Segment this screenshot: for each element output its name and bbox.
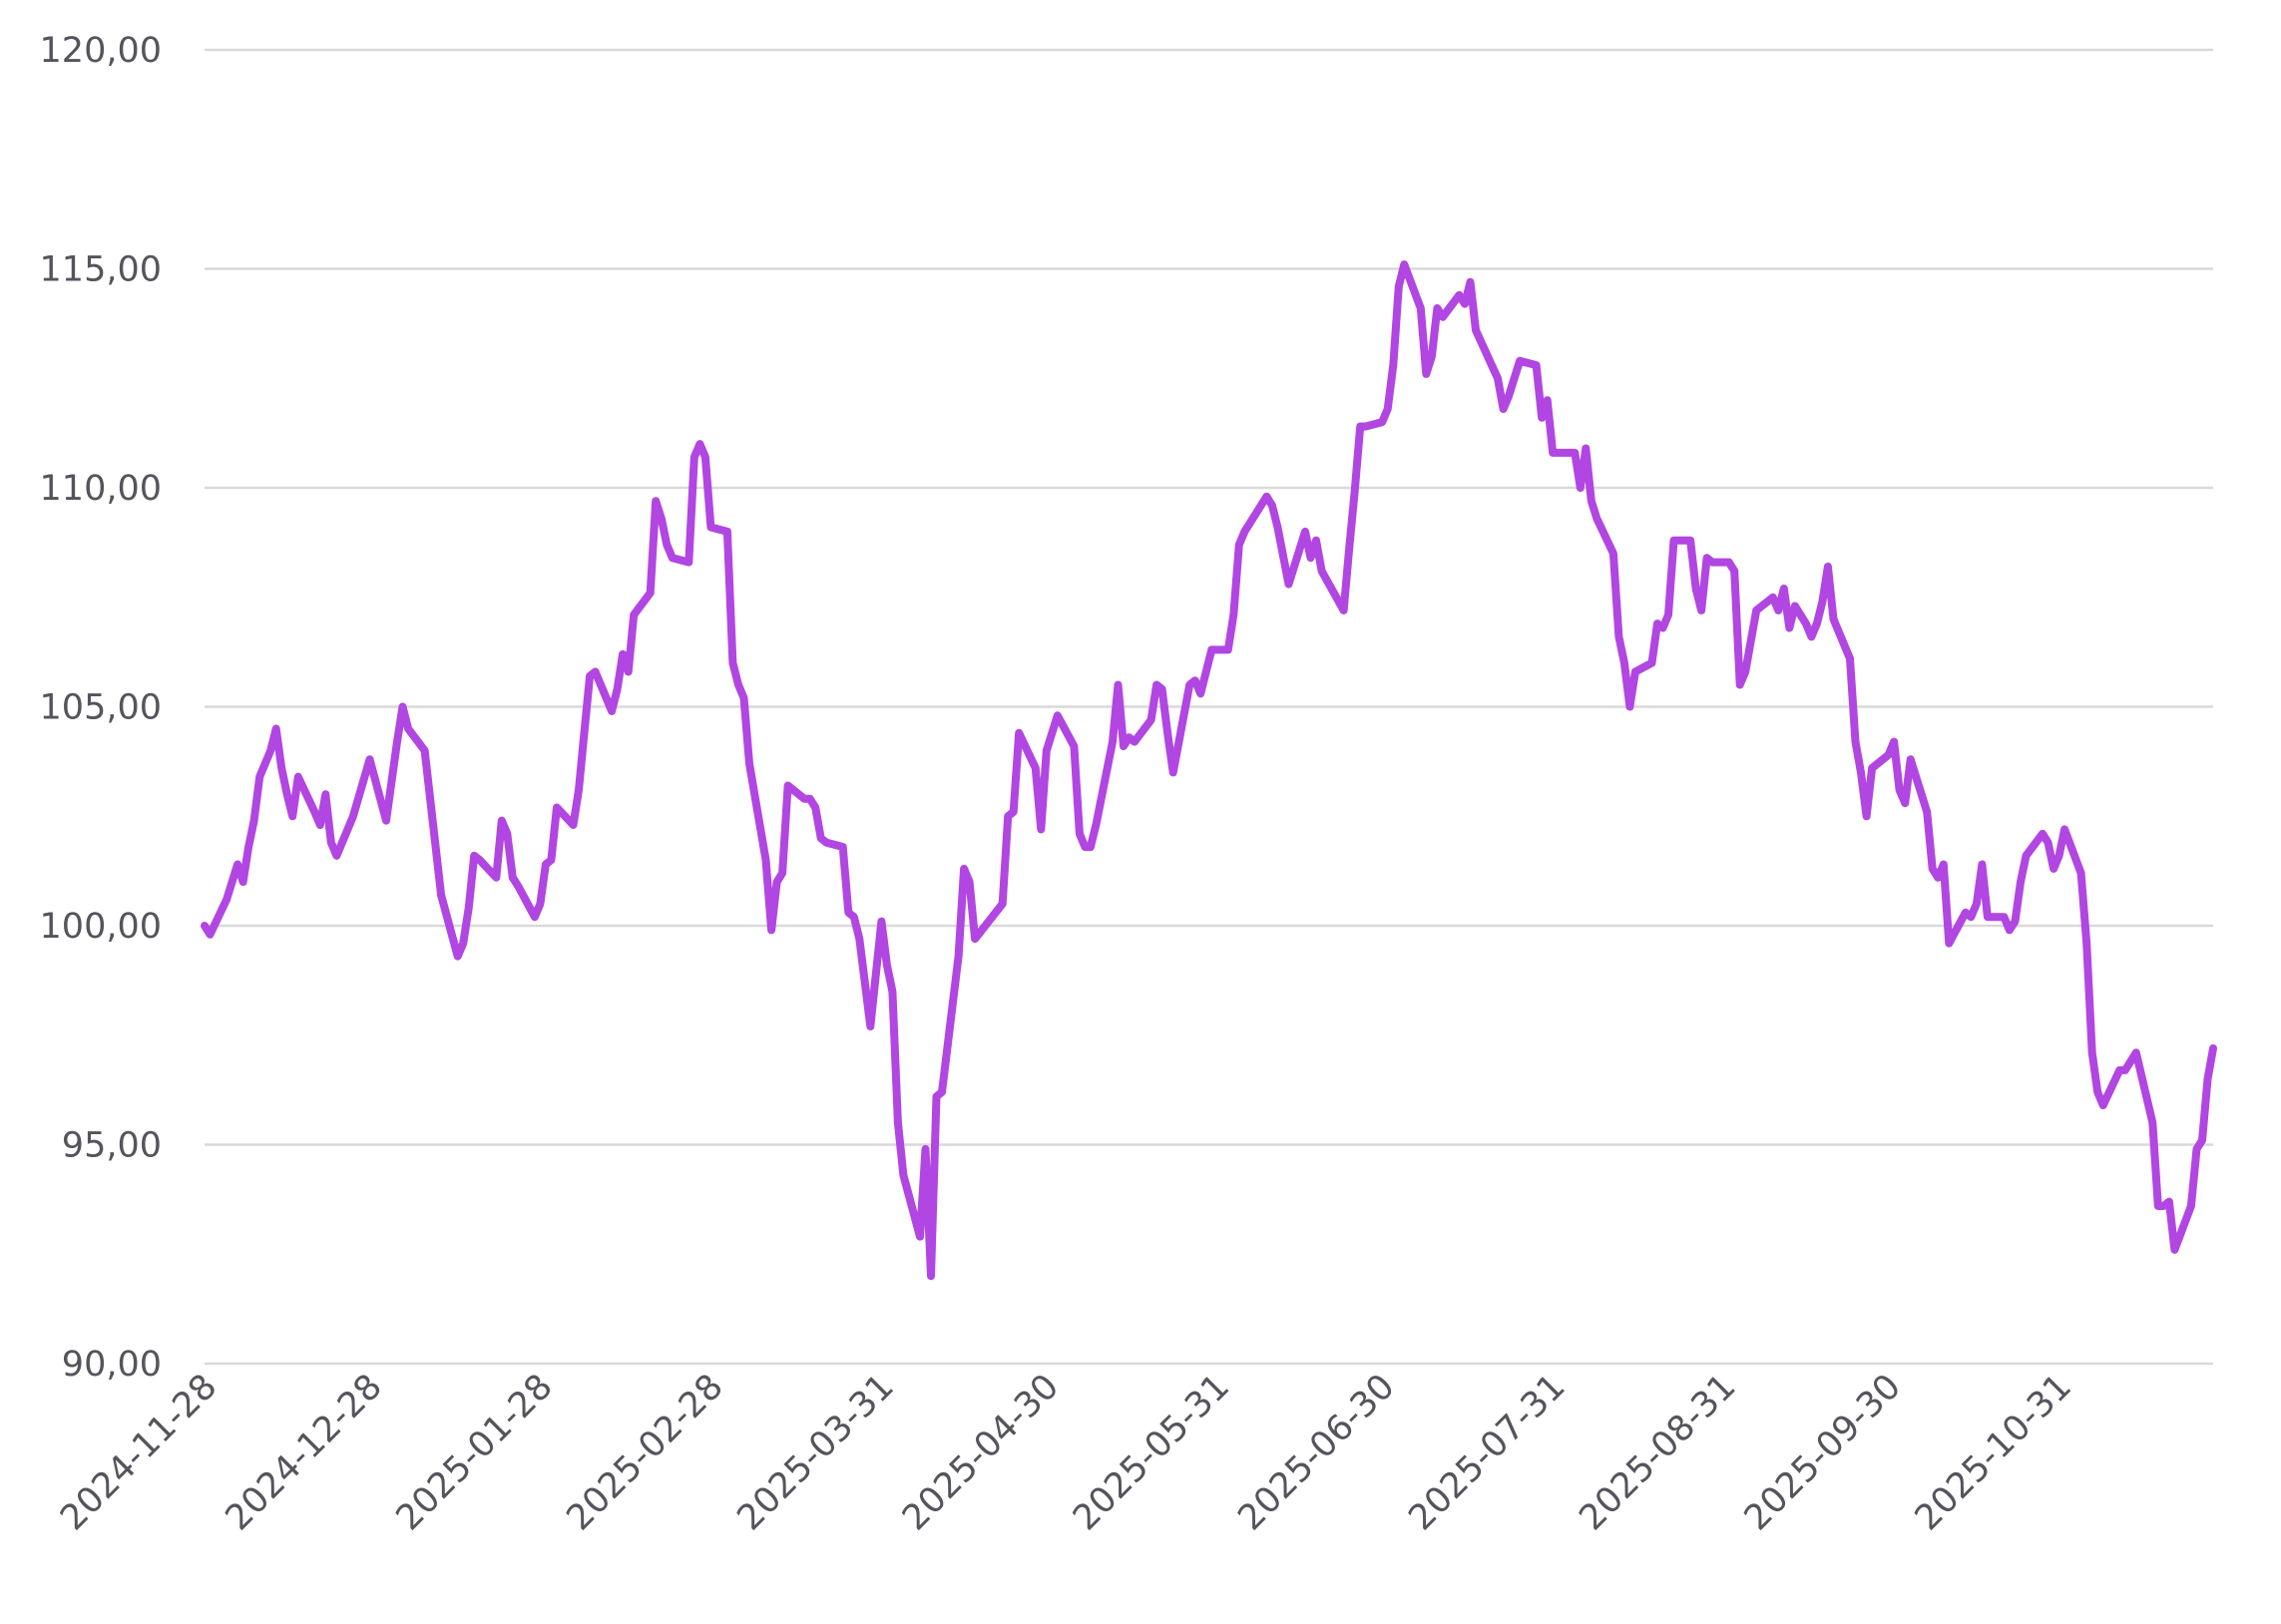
y-tick-label: 115,00 bbox=[40, 250, 162, 290]
x-tick-label: 2025-03-31 bbox=[730, 1367, 902, 1538]
x-tick-label: 2025-08-31 bbox=[1572, 1367, 1743, 1538]
x-tick-label: 2024-12-28 bbox=[219, 1367, 390, 1538]
x-tick-label: 2025-05-31 bbox=[1066, 1367, 1237, 1538]
series-line-0 bbox=[201, 260, 2217, 1281]
x-tick-label: 2025-01-28 bbox=[389, 1367, 561, 1538]
x-tick-label: 2025-09-30 bbox=[1737, 1367, 1909, 1538]
y-tick-label: 105,00 bbox=[40, 688, 162, 728]
x-tick-label: 2025-06-30 bbox=[1230, 1367, 1402, 1538]
y-gridlines bbox=[205, 48, 2213, 1366]
x-axis-tick-labels: 2024-11-282024-12-282025-01-282025-02-28… bbox=[53, 1367, 2079, 1538]
series-group bbox=[201, 260, 2217, 1281]
x-tick-label: 2024-11-28 bbox=[53, 1367, 225, 1538]
x-tick-label: 2025-10-31 bbox=[1908, 1367, 2079, 1538]
y-axis-tick-labels: 90,00 95,00 100,00 105,00 110,00 115,00 120,00 bbox=[40, 31, 162, 1385]
x-tick-label: 2025-07-31 bbox=[1401, 1367, 1573, 1538]
y-tick-label: 100,00 bbox=[40, 907, 162, 947]
y-tick-label: 110,00 bbox=[40, 469, 162, 509]
x-tick-label: 2025-02-28 bbox=[560, 1367, 731, 1538]
x-tick-label: 2025-04-30 bbox=[895, 1367, 1067, 1538]
y-tick-label: 90,00 bbox=[62, 1345, 162, 1385]
y-tick-label: 95,00 bbox=[62, 1126, 162, 1166]
y-tick-label: 120,00 bbox=[40, 31, 162, 71]
